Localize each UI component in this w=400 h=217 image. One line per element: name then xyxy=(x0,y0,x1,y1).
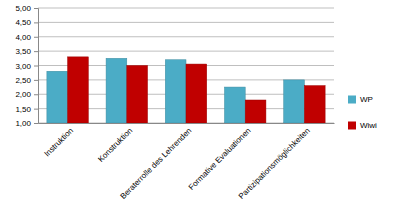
x-tick-label: Formative Evaluationen xyxy=(187,126,253,192)
legend-swatch xyxy=(348,96,356,104)
legend: WP Wiwi xyxy=(348,95,377,130)
y-tick-mark xyxy=(34,37,38,38)
x-tick-label: Instruktion xyxy=(43,126,75,158)
y-tick: 3,00 xyxy=(15,62,38,71)
legend-label: WP xyxy=(360,95,373,104)
y-tick: 1,00 xyxy=(15,119,38,128)
y-tick-mark xyxy=(34,66,38,67)
x-tick: Formative Evaluationen xyxy=(187,123,253,192)
y-tick-label: 1,00 xyxy=(15,119,31,128)
bar xyxy=(106,58,127,123)
y-tick-label: 5,00 xyxy=(15,4,31,13)
y-tick: 2,50 xyxy=(15,76,38,85)
plot: 1,00 1,50 2,00 2,50 3,00 3,50 4,00 4,50 5,00 Inst… xyxy=(15,4,334,201)
bar xyxy=(127,66,148,124)
x-tick-label: Beraterrolle des Lehrenden xyxy=(118,126,193,201)
x-tick: Partizipationsmöglichkeiten xyxy=(237,123,312,201)
x-tick-label: Partizipationsmöglichkeiten xyxy=(237,126,312,201)
x-tick: Instruktion xyxy=(43,123,75,158)
y-axis-line xyxy=(34,9,39,124)
y-tick-label: 3,00 xyxy=(15,62,31,71)
bar xyxy=(245,100,266,123)
y-tick-label: 1,50 xyxy=(15,105,31,114)
x-tick: Beraterrolle des Lehrenden xyxy=(118,123,193,201)
y-tick-mark xyxy=(34,123,38,124)
grid-line xyxy=(38,22,334,23)
x-axis-line xyxy=(39,123,335,124)
y-tick: 3,50 xyxy=(15,47,38,56)
x-axis: Instruktion KonstruktionBeraterrolle des … xyxy=(39,123,335,201)
y-tick-mark xyxy=(34,8,38,9)
y-tick-mark xyxy=(34,109,38,110)
y-tick-mark xyxy=(34,51,38,52)
y-axis: 1,00 1,50 2,00 2,50 3,00 3,50 4,00 4,50 5,00 xyxy=(15,4,38,128)
y-tick-label: 4,50 xyxy=(15,18,31,27)
y-tick: 4,50 xyxy=(15,18,38,27)
x-tick-label: Konstruktion xyxy=(96,126,134,164)
y-tick-mark xyxy=(34,80,38,81)
bar xyxy=(304,86,325,123)
y-tick-mark xyxy=(34,94,38,95)
chart-svg: 1,00 1,50 2,00 2,50 3,00 3,50 4,00 4,50 5,00 Inst… xyxy=(0,0,400,217)
bar xyxy=(284,80,305,123)
y-tick-label: 3,50 xyxy=(15,47,31,56)
bar xyxy=(165,60,186,123)
grid-line xyxy=(38,51,334,52)
bar xyxy=(224,87,245,123)
y-tick-label: 4,00 xyxy=(15,33,31,42)
y-tick: 5,00 xyxy=(15,4,38,13)
y-tick-label: 2,00 xyxy=(15,90,31,99)
y-tick: 4,00 xyxy=(15,33,38,42)
bar xyxy=(47,71,68,123)
legend-label: Wiwi xyxy=(360,121,377,130)
y-tick-mark xyxy=(34,22,38,23)
legend-swatch xyxy=(348,122,356,130)
grid-line xyxy=(38,36,334,37)
bar xyxy=(68,57,89,123)
y-tick-label: 2,50 xyxy=(15,76,31,85)
x-tick: Konstruktion xyxy=(96,123,134,164)
grid xyxy=(38,8,334,123)
chart-container: 1,00 1,50 2,00 2,50 3,00 3,50 4,00 4,50 5,00 Inst… xyxy=(0,0,400,217)
bar xyxy=(186,64,207,123)
grid-line xyxy=(38,8,334,9)
bars xyxy=(47,57,325,123)
y-tick: 2,00 xyxy=(15,90,38,99)
y-tick: 1,50 xyxy=(15,105,38,114)
